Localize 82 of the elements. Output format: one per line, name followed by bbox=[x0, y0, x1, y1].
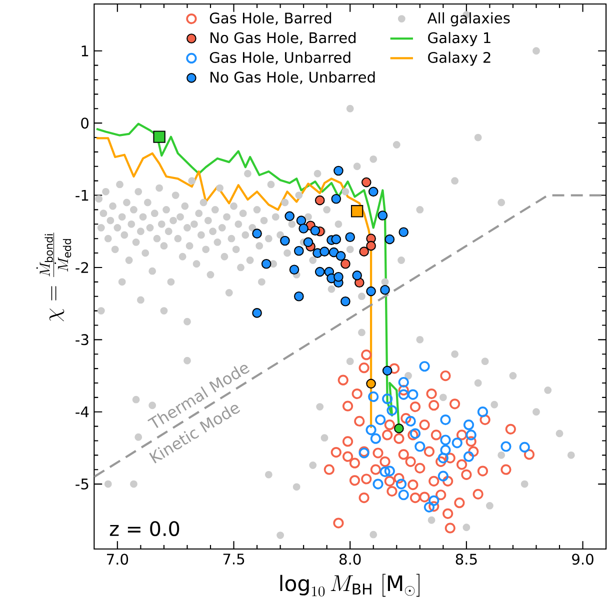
point bbox=[368, 391, 379, 402]
point bbox=[334, 272, 344, 282]
y-tick-label: -3 bbox=[76, 334, 88, 346]
point bbox=[366, 378, 376, 389]
point bbox=[298, 224, 309, 234]
point bbox=[384, 234, 395, 244]
point bbox=[380, 466, 390, 478]
point bbox=[386, 405, 398, 416]
point bbox=[410, 428, 421, 439]
point bbox=[294, 246, 304, 256]
point bbox=[320, 246, 330, 256]
point bbox=[345, 232, 356, 242]
point bbox=[519, 442, 530, 453]
point bbox=[340, 258, 351, 269]
point bbox=[370, 433, 382, 444]
legend-label: Galaxy 2 bbox=[428, 52, 490, 66]
y-axis-title: $\chi = \frac{\dot{M}_{\rm bondi}}{\dot{M}_{\rm edd}}$ bbox=[36, 232, 72, 322]
x-tick-label: 7.5 bbox=[224, 554, 244, 565]
point bbox=[464, 420, 474, 430]
point bbox=[310, 226, 320, 236]
point bbox=[382, 366, 392, 376]
point bbox=[366, 240, 376, 251]
y-tick-label: -5 bbox=[76, 478, 88, 490]
point bbox=[280, 236, 290, 246]
point bbox=[252, 228, 262, 238]
point bbox=[351, 205, 364, 218]
point bbox=[294, 291, 304, 302]
point bbox=[331, 194, 342, 204]
legend-label: No Gas Hole, Barred bbox=[210, 32, 356, 45]
point bbox=[500, 441, 512, 452]
point bbox=[334, 166, 344, 176]
point bbox=[366, 286, 376, 296]
point bbox=[336, 251, 346, 261]
x-tick-label: 7.0 bbox=[107, 554, 128, 565]
x-axis-title: $\log_{10} M_{\rm BH}\ [{\rm M}_\odot]$ bbox=[280, 574, 420, 597]
point bbox=[331, 234, 342, 244]
point bbox=[452, 438, 463, 448]
point bbox=[368, 186, 378, 197]
y-tick-label: -2 bbox=[76, 262, 88, 273]
point bbox=[359, 246, 370, 256]
point bbox=[440, 414, 451, 426]
point bbox=[290, 264, 300, 275]
point bbox=[382, 394, 393, 404]
point bbox=[252, 308, 262, 318]
point bbox=[440, 444, 451, 456]
x-tick-label: 8.0 bbox=[340, 554, 361, 565]
legend-label: No Gas Hole, Unbarred bbox=[210, 71, 375, 84]
point bbox=[340, 296, 351, 306]
point bbox=[408, 389, 418, 400]
point bbox=[394, 424, 404, 434]
point bbox=[440, 434, 451, 446]
y-tick-label: 1 bbox=[82, 46, 88, 56]
legend-label: Gas Hole, Unbarred bbox=[210, 52, 350, 64]
point bbox=[284, 211, 295, 222]
point bbox=[372, 478, 384, 490]
y-tick-label: -4 bbox=[76, 406, 89, 418]
point bbox=[375, 414, 386, 426]
point bbox=[384, 466, 396, 476]
x-tick-label: 9.0 bbox=[572, 554, 594, 565]
point bbox=[362, 177, 372, 188]
point bbox=[478, 406, 488, 418]
legend-label: All galaxies bbox=[428, 12, 510, 26]
point bbox=[380, 284, 390, 295]
y-tick-label: 0 bbox=[81, 118, 89, 129]
point bbox=[262, 258, 272, 269]
point bbox=[414, 441, 426, 452]
point bbox=[398, 490, 410, 500]
point bbox=[378, 210, 388, 220]
legend-label: Gas Hole, Barred bbox=[210, 12, 332, 26]
point bbox=[419, 361, 430, 372]
point bbox=[315, 266, 325, 277]
legend-label: Galaxy 1 bbox=[428, 32, 491, 46]
point bbox=[153, 130, 166, 143]
point bbox=[296, 216, 306, 226]
y-tick-label: -1 bbox=[76, 190, 88, 201]
point bbox=[303, 237, 314, 248]
point bbox=[366, 424, 377, 436]
x-tick-label: 8.5 bbox=[456, 554, 477, 565]
point bbox=[315, 195, 325, 206]
point bbox=[352, 270, 362, 280]
annotation: z = 0.0 bbox=[110, 521, 180, 536]
point bbox=[398, 227, 409, 238]
